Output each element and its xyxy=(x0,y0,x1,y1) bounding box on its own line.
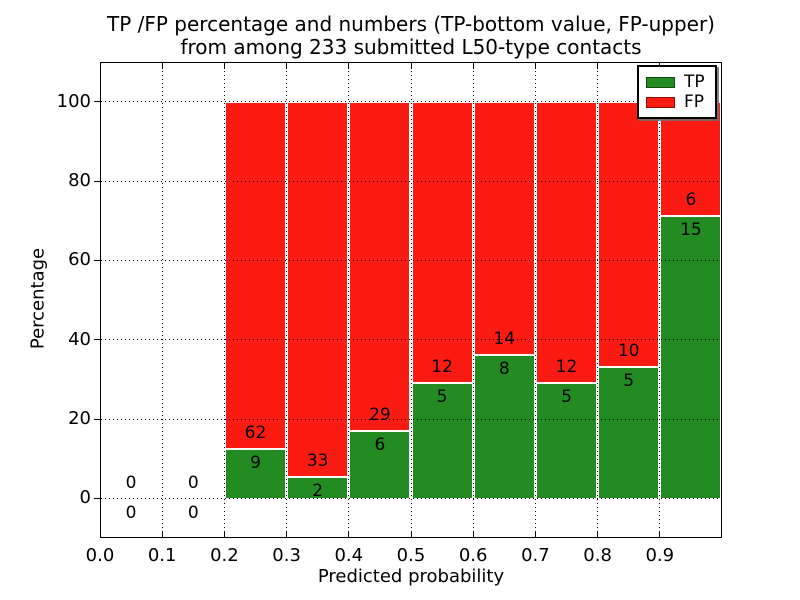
bar-count-label-tp: 0 xyxy=(125,503,137,524)
bar-segment-tp xyxy=(412,381,472,499)
x-tick-label: 0.9 xyxy=(645,545,675,566)
x-tick-mark xyxy=(223,63,225,69)
bar-segment-tp xyxy=(661,214,721,499)
bar-count-label-fp: 0 xyxy=(187,473,199,494)
bar-segment-tp xyxy=(599,366,659,499)
bar-count-label-tp: 2 xyxy=(312,480,324,501)
bar-count-label-tp: 15 xyxy=(680,219,702,240)
x-tick-mark xyxy=(472,63,474,69)
bar-segment-fp xyxy=(536,102,597,382)
x-tick-mark xyxy=(348,531,350,537)
bar-count-label-fp: 62 xyxy=(244,423,267,444)
y-tick-label: 80 xyxy=(68,170,91,191)
gridline-x xyxy=(410,63,412,537)
y-tick-label: 40 xyxy=(68,328,91,350)
bar-count-label-tp: 9 xyxy=(250,453,261,474)
chart-title-line2: from among 233 submitted L50-type contac… xyxy=(180,35,642,59)
x-tick-mark xyxy=(659,531,661,537)
x-tick-label: 0.4 xyxy=(334,545,364,566)
x-tick-mark xyxy=(348,63,350,69)
bar-count-label-tp: 6 xyxy=(374,435,386,456)
x-tick-mark xyxy=(534,531,536,537)
y-axis-label: Percentage xyxy=(27,247,49,350)
bar-segment-tp xyxy=(288,475,348,499)
x-tick-label: 0.3 xyxy=(272,545,301,566)
bar-segment-fp xyxy=(474,102,534,355)
y-tick-mark xyxy=(94,259,100,261)
y-tick-label: 100 xyxy=(56,90,91,112)
legend: TP FP xyxy=(637,65,717,119)
bar-segment-tp xyxy=(474,354,534,499)
y-tick-label: 60 xyxy=(68,249,91,271)
bar-segment-fp xyxy=(412,102,472,382)
gridline-x xyxy=(286,63,288,537)
bar-count-label-tp: 5 xyxy=(436,386,448,407)
x-tick-label: 0.7 xyxy=(521,545,550,566)
bar-count-label-fp: 10 xyxy=(617,341,640,362)
x-tick-mark xyxy=(161,63,163,69)
y-tick-mark xyxy=(94,101,100,103)
bar-segment-tp xyxy=(225,448,286,499)
bar-segment-fp xyxy=(225,102,286,449)
x-tick-mark xyxy=(99,63,101,69)
x-tick-label: 0.6 xyxy=(458,545,488,566)
chart-title: TP /FP percentage and numbers (TP-bottom… xyxy=(100,13,722,59)
x-tick-mark xyxy=(223,531,225,537)
x-tick-mark xyxy=(286,63,288,69)
bar-count-label-fp: 12 xyxy=(555,356,578,377)
bar-segment-tp xyxy=(350,430,410,499)
x-tick-mark xyxy=(597,531,599,537)
y-tick-mark xyxy=(94,339,100,341)
x-tick-label: 0.5 xyxy=(396,545,426,566)
bar-count-label-fp: 6 xyxy=(685,189,697,210)
bar-segment-fp xyxy=(661,102,721,215)
x-tick-mark xyxy=(597,63,599,69)
legend-entry-fp: FP xyxy=(646,92,708,112)
x-tick-label: 0.2 xyxy=(210,545,239,566)
fp-color-swatch xyxy=(646,96,675,108)
x-tick-mark xyxy=(534,63,536,69)
bar-segment-tp xyxy=(536,381,597,499)
x-tick-mark xyxy=(410,531,412,537)
bar-segment-fp xyxy=(599,102,659,367)
x-axis-label: Predicted probability xyxy=(317,566,505,587)
bar-segment-fp xyxy=(350,102,410,431)
gridline-x xyxy=(659,63,661,537)
gridline-x xyxy=(161,63,163,537)
bar-count-label-fp: 33 xyxy=(306,450,329,471)
bar-count-label-tp: 5 xyxy=(561,386,572,407)
legend-label-fp: FP xyxy=(684,92,705,112)
gridline-x xyxy=(348,63,350,537)
bar-count-label-tp: 0 xyxy=(187,503,199,524)
x-tick-mark xyxy=(286,531,288,537)
x-tick-mark xyxy=(410,63,412,69)
bar-count-label-tp: 5 xyxy=(623,371,635,392)
legend-label-tp: TP xyxy=(684,72,705,92)
chart-title-line1: TP /FP percentage and numbers (TP-bottom… xyxy=(107,12,715,36)
bar-count-label-fp: 29 xyxy=(369,405,391,426)
y-tick-mark xyxy=(94,180,100,182)
x-tick-label: 0.8 xyxy=(583,545,612,566)
x-tick-mark xyxy=(99,531,101,537)
y-tick-label: 0 xyxy=(79,487,91,509)
x-tick-label: 0.0 xyxy=(85,545,115,566)
bar-count-label-tp: 8 xyxy=(498,359,510,380)
x-tick-mark xyxy=(472,531,474,537)
gridline-x xyxy=(597,63,599,537)
bar-count-label-fp: 14 xyxy=(493,329,516,350)
y-tick-label: 20 xyxy=(68,408,91,429)
bar-count-label-fp: 0 xyxy=(125,473,137,494)
tp-color-swatch xyxy=(646,76,675,88)
bar-segment-fp xyxy=(288,102,348,476)
bar-count-label-fp: 12 xyxy=(431,356,453,377)
gridline-x xyxy=(223,63,225,537)
x-tick-label: 0.1 xyxy=(147,545,177,566)
y-tick-mark xyxy=(94,418,100,420)
legend-entry-tp: TP xyxy=(646,72,708,92)
gridline-x xyxy=(472,63,474,537)
y-tick-mark xyxy=(94,497,100,499)
gridline-x xyxy=(534,63,536,537)
x-tick-mark xyxy=(161,531,163,537)
